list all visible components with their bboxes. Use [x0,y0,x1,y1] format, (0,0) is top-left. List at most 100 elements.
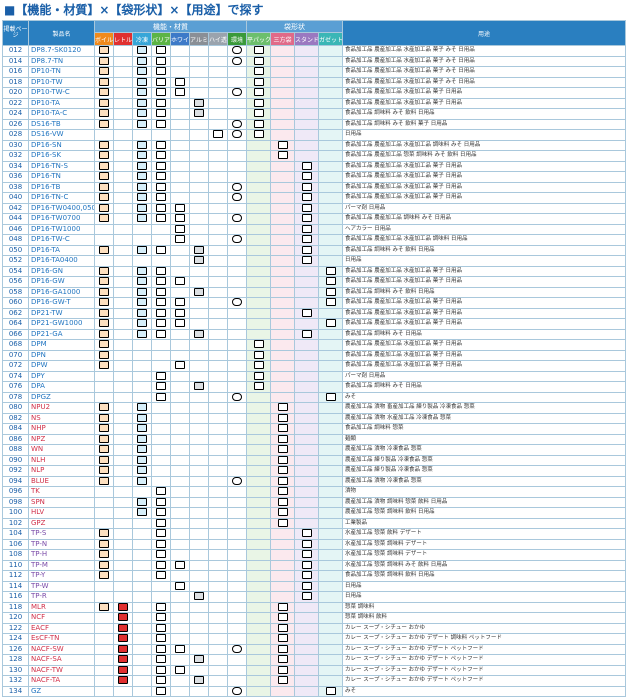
icon-cell [151,223,171,235]
icon-cell [151,255,171,267]
uses: 食品加工品 農産加工品 水産加工品 菓子 日用品 [342,360,626,372]
icon [137,161,147,170]
icon-cell [94,171,114,183]
row: 098 SPN 農産加工品 漬物 調味料 惣菜 飲料 日用品 [2,496,626,508]
icon-cell [151,318,171,330]
icon [137,214,147,223]
icon-cell [227,433,247,445]
row: 048 DP16-TW-C 食品加工品 農産加工品 水産加工品 調味料 日用品 [2,234,626,246]
icon-cell [208,496,228,508]
icon-cell [294,391,319,403]
page-number: 062 [2,307,29,319]
icon [137,508,147,517]
row: 070 DPN 食品加工品 農産加工品 水産加工品 菓子 日用品 [2,349,626,361]
icon-cell [208,87,228,99]
icon-cell [270,475,295,487]
product-name: DP16-GN [28,265,95,277]
icon-cell [270,412,295,424]
icon-cell [170,276,190,288]
icon-cell [113,160,133,172]
icon-cell [246,244,271,256]
uses: 食品加工品 農産加工品 水産加工品 菓子 日用品 [342,171,626,183]
icon-cell [318,538,343,550]
icon-cell [208,423,228,435]
icon [137,109,147,118]
icon-cell [270,570,295,582]
icon [156,161,166,170]
icon-cell [246,297,271,309]
icon-cell [270,685,295,697]
icon-cell [170,601,190,613]
icon [325,686,336,695]
icon-cell [132,244,152,256]
icon-cell [227,118,247,130]
icon-cell [151,360,171,372]
icon-cell [113,675,133,687]
icon-cell [94,297,114,309]
product-name: TP-M [28,559,95,571]
icon-cell [170,507,190,519]
icon [99,424,109,433]
icon-cell [208,391,228,403]
icon-cell [189,454,209,466]
icon-cell [151,97,171,109]
icon-cell [246,675,271,687]
icon-cell [227,664,247,676]
icon-cell [151,496,171,508]
row: 130 NACF-TW カレー スープ・シチュー おかゆ デザート ペットフード [2,664,626,676]
icon-cell [151,150,171,162]
icon-cell [318,654,343,666]
icon-cell [246,412,271,424]
icon-cell [318,265,343,277]
icon [194,256,204,265]
icon [118,623,128,632]
icon-cell [294,549,319,561]
icon-cell [318,412,343,424]
icon-cell [170,255,190,267]
icon-cell [189,412,209,424]
icon-cell [227,265,247,277]
icon [99,350,109,359]
icon-cell [170,517,190,529]
icon-cell [132,633,152,645]
icon-cell [318,633,343,645]
icon-cell [270,118,295,130]
icon [99,466,109,475]
icon-cell [170,265,190,277]
icon-cell [208,486,228,498]
product-name: NACF-TW [28,664,95,676]
page-number: 066 [2,328,29,340]
icon-cell [94,391,114,403]
icon-cell [113,496,133,508]
row: 020 DP10-TW-C 食品加工品 農産加工品 水産加工品 菓子 日用品 [2,87,626,99]
icon [99,319,109,328]
icon-cell [94,318,114,330]
icon-cell [208,234,228,246]
icon [156,329,166,338]
icon-cell [113,181,133,193]
icon [99,98,109,107]
product-name: DP16-SN [28,139,95,151]
icon-cell [246,255,271,267]
icon-cell [227,255,247,267]
icon-cell [151,444,171,456]
icon-cell [294,244,319,256]
icon-cell [318,139,343,151]
icon-cell [170,223,190,235]
icon-cell [189,129,209,141]
icon [232,235,242,244]
icon-cell [270,507,295,519]
icon-cell [170,570,190,582]
uses: 水産加工品 惣菜 調味料 デザート [342,549,626,561]
icon-cell [318,87,343,99]
icon-cell [151,381,171,393]
icon-cell [318,349,343,361]
icon-cell [270,244,295,256]
icon-cell [113,412,133,424]
header-uses: 用途 [342,20,626,46]
icon-cell [132,465,152,477]
icon-cell [170,286,190,298]
icon-cell [151,580,171,592]
page-number: 118 [2,601,29,613]
icon-cell [170,118,190,130]
